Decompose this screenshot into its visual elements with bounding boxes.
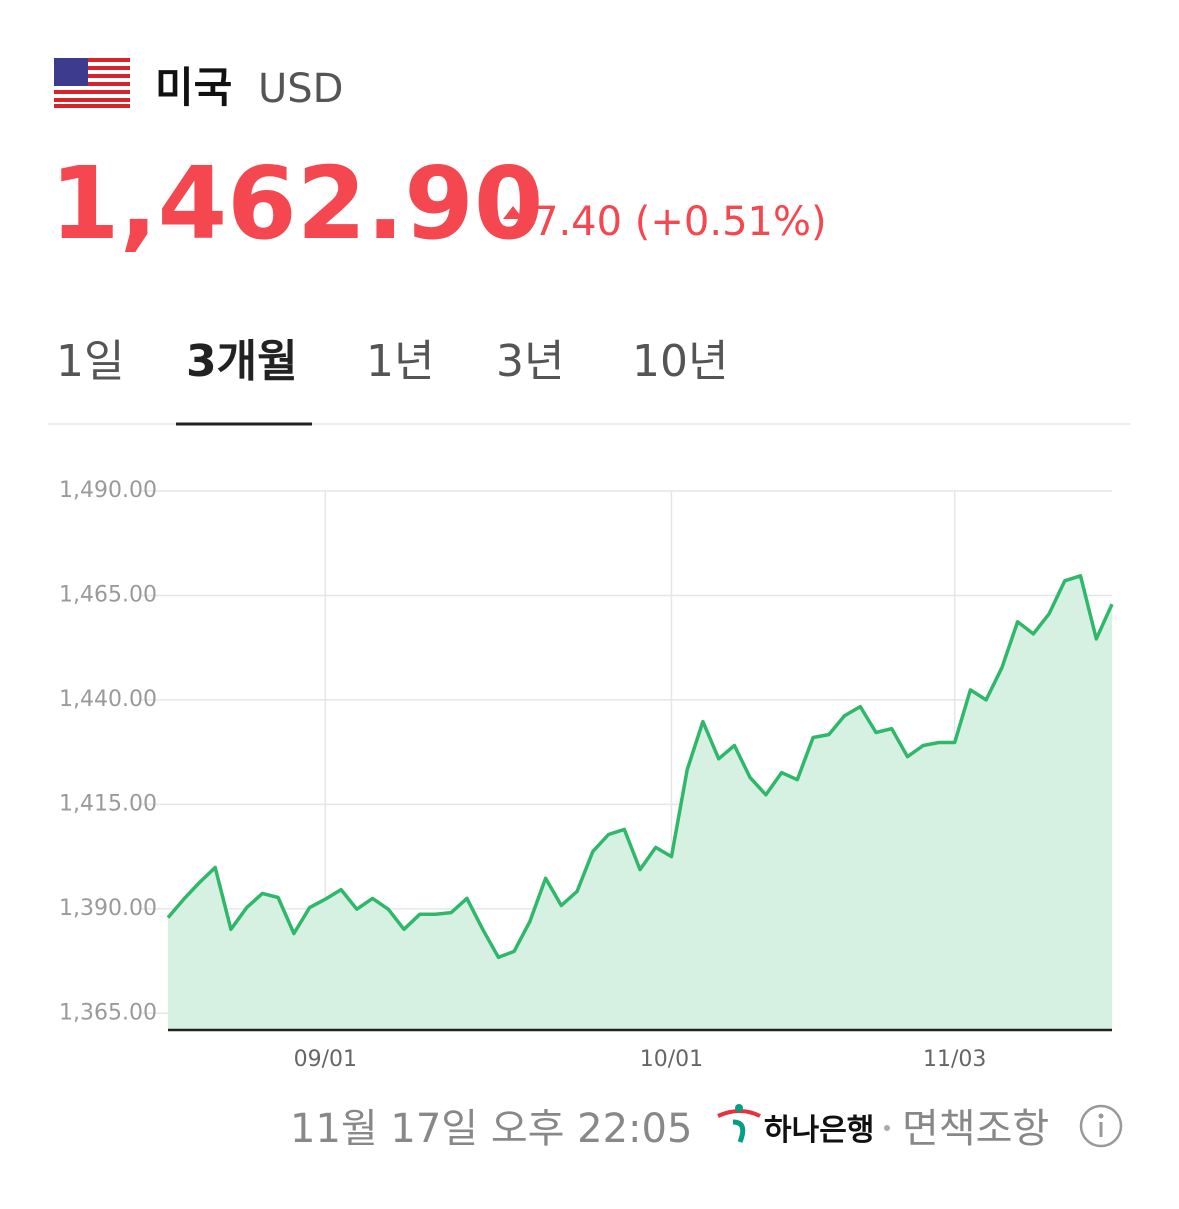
tab[interactable]: 3년	[496, 336, 564, 387]
country: 미국	[155, 63, 232, 112]
y-tick-label: 1,440.00	[59, 687, 157, 712]
x-tick-label: 11/03	[923, 1047, 986, 1072]
flag	[54, 58, 130, 108]
price: 1,462.90	[50, 145, 543, 262]
tab-active[interactable]: 3개월	[186, 336, 298, 387]
x-tick-label: 09/01	[294, 1047, 357, 1072]
timestamp: 11월 17일 오후 22:05	[290, 1106, 692, 1152]
y-tick-label: 1,415.00	[59, 791, 157, 816]
bank-name: 하나은행	[764, 1113, 874, 1148]
currency: USD	[258, 66, 343, 112]
tab[interactable]: 1일	[56, 336, 124, 387]
area	[168, 575, 1112, 1030]
y-tick-label: 1,490.00	[59, 478, 157, 503]
tab[interactable]: 10년	[632, 336, 728, 387]
bank-logo	[717, 1104, 761, 1143]
info-icon[interactable]	[1079, 1104, 1123, 1148]
up-arrow	[503, 206, 523, 219]
disclaimer[interactable]: 면책조항	[902, 1106, 1049, 1152]
change: 7.40 (+0.51%)	[533, 199, 827, 245]
chart: 1,490.00 1,465.00 1,440.00 1,415.00 1,390.00…	[59, 478, 1114, 1072]
tab[interactable]: 1년	[366, 336, 434, 387]
dot	[884, 1125, 890, 1131]
y-tick-label: 1,465.00	[59, 582, 157, 607]
line	[166, 574, 1114, 960]
x-tick-label: 10/01	[640, 1047, 703, 1072]
y-tick-label: 1,390.00	[59, 896, 157, 921]
y-tick-label: 1,365.00	[59, 1000, 157, 1025]
